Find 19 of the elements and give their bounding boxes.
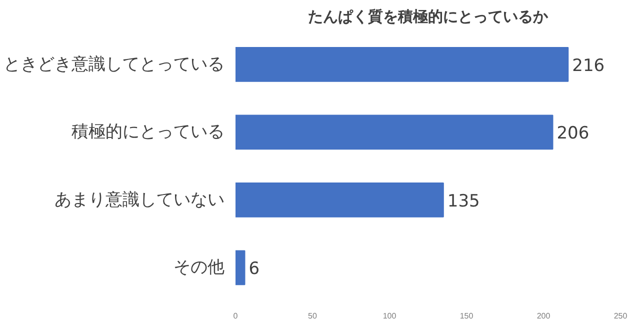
bar — [236, 46, 569, 82]
y-tick-label: 積極的にとっている — [72, 122, 224, 142]
bar — [236, 114, 554, 150]
x-tick-label: 50 — [308, 312, 318, 320]
data-label: 216 — [572, 56, 605, 76]
x-tick-label: 100 — [382, 312, 397, 320]
bar — [236, 250, 246, 286]
x-tick-label: 200 — [536, 312, 551, 320]
x-tick-label: 150 — [460, 312, 474, 320]
y-tick-label: その他 — [174, 258, 224, 278]
x-tick-label: 250 — [614, 312, 628, 320]
y-tick-label: ときどき意識してとっている — [4, 54, 224, 74]
bar — [236, 182, 444, 218]
data-label: 206 — [556, 124, 590, 144]
data-label: 6 — [248, 259, 260, 280]
data-label: 135 — [447, 191, 480, 212]
chart-title: たんぱく質を積極的にとっているか — [308, 8, 549, 26]
x-tick-label: 0 — [233, 312, 238, 320]
y-tick-label: あまり意識していない — [54, 190, 224, 210]
